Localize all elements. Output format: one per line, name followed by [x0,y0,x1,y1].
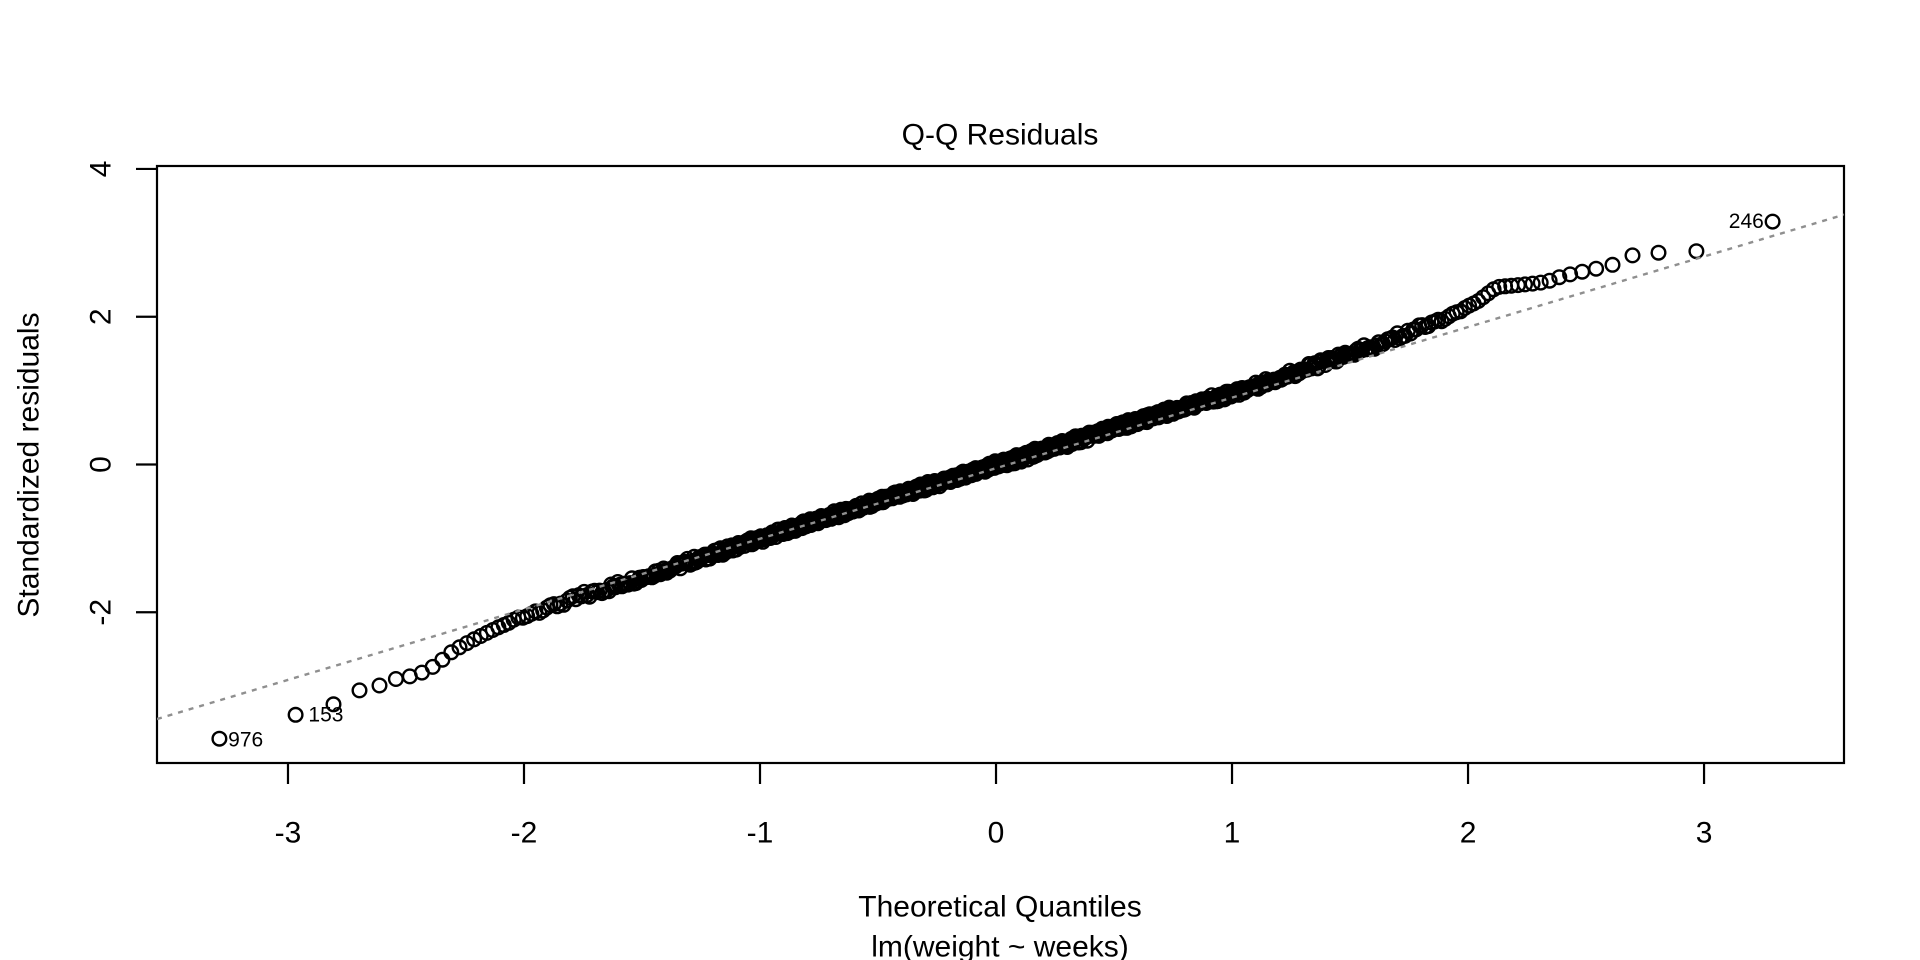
data-points [211,213,1781,747]
outlier-point-label: 976 [228,729,263,752]
data-point [287,706,304,723]
data-point [211,730,228,747]
x-axis-label: Theoretical Quantiles [858,891,1141,924]
data-point [424,658,441,675]
data-point [387,671,404,688]
data-point [443,644,460,661]
model-caption: lm(weight ~ weeks) [871,931,1129,960]
x-tick-label: 0 [988,817,1005,850]
data-point [1516,276,1533,293]
y-tick-label: -2 [85,599,118,626]
outlier-point-label: 246 [1729,210,1764,233]
data-point [371,677,388,694]
x-tick-label: -3 [275,817,302,850]
x-tick-label: -2 [511,817,538,850]
x-tick-label: 2 [1460,817,1477,850]
data-point [1524,275,1541,292]
data-point [1551,269,1568,286]
x-axis: -3 -2 -1 0 1 2 3 [275,763,1713,850]
data-point [1624,247,1641,264]
data-point [325,696,342,713]
y-tick-label: 4 [85,161,118,178]
data-point [1764,213,1781,230]
data-point [1532,274,1549,291]
data-point [1688,243,1705,260]
y-axis: -2 0 2 4 [85,161,157,626]
x-tick-label: 1 [1224,817,1241,850]
data-point [351,682,368,699]
x-tick-label: -1 [747,817,774,850]
data-point [1604,256,1621,273]
x-tick-label: 3 [1696,817,1713,850]
y-tick-label: 2 [85,308,118,325]
outlier-labels: 976 153 246 [228,210,1764,752]
data-point [1650,244,1667,261]
y-axis-label: Standardized residuals [13,312,46,617]
data-point [434,651,451,668]
data-point [1588,260,1605,277]
data-point [1491,278,1508,295]
reference-line-group [157,213,1844,721]
data-point [1541,272,1558,289]
outlier-point-label: 153 [308,704,343,727]
qq-reference-line [157,213,1844,721]
chart-title: Q-Q Residuals [902,119,1099,152]
data-point [609,574,626,591]
y-tick-label: 0 [85,456,118,473]
